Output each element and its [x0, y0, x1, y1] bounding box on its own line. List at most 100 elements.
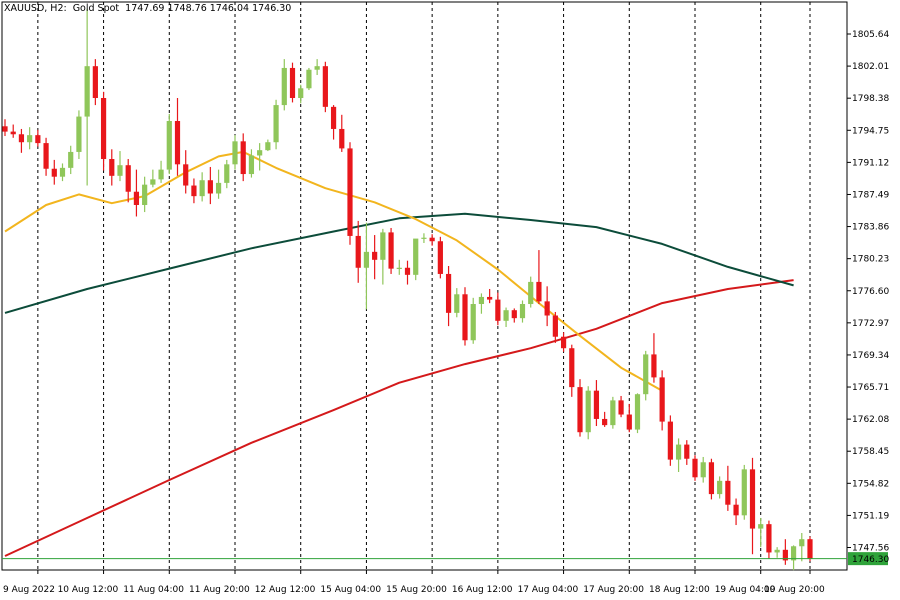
candle — [339, 114, 345, 152]
candle-body — [643, 354, 649, 395]
candle-body — [289, 67, 296, 99]
candle-body — [511, 310, 517, 319]
candle-body — [585, 390, 591, 433]
current-price-label: 1746.30 — [852, 555, 889, 565]
candle-body — [257, 150, 263, 156]
candle-body — [421, 237, 427, 239]
candle — [289, 62, 296, 103]
candle-body — [43, 143, 49, 169]
price-tick-label: 1787.49 — [852, 190, 889, 200]
candle — [602, 411, 608, 427]
candle-body — [528, 281, 534, 305]
candle — [684, 440, 690, 465]
candle-body — [240, 141, 246, 175]
candle-body — [503, 310, 509, 321]
candle-body — [347, 148, 353, 236]
candle — [207, 166, 213, 205]
candle-body — [560, 336, 567, 349]
candle — [240, 133, 246, 182]
candle-body — [150, 179, 156, 185]
candle-body — [700, 462, 706, 478]
candle-body — [68, 151, 74, 168]
candle — [265, 139, 271, 152]
candle — [43, 137, 49, 176]
candle-body — [339, 128, 345, 149]
candle-body — [404, 267, 411, 275]
candle-body — [158, 169, 164, 180]
candle — [749, 457, 756, 555]
candle-body — [478, 296, 485, 305]
candle-body — [125, 165, 131, 192]
candle-body — [183, 164, 189, 186]
ma-mid-line — [4, 212, 794, 314]
candle-body — [51, 168, 57, 177]
candle — [577, 379, 583, 437]
candle — [199, 172, 205, 202]
candle-body — [18, 134, 25, 143]
candle-body — [799, 539, 805, 547]
time-axis[interactable]: 9 Aug 2022 10 Aug 12:00 11 Aug 04:00 11 Aug… — [3, 570, 825, 595]
candle-body — [117, 165, 123, 176]
candle — [150, 169, 156, 188]
candle-body — [717, 480, 723, 495]
candle — [478, 293, 485, 314]
candle-body — [733, 504, 739, 516]
price-axis[interactable]: 1805.64 1802.01 1798.38 1794.75 1791.12 1787.… — [847, 30, 889, 554]
candle — [790, 545, 797, 571]
candle-body — [610, 400, 616, 426]
candle-body — [544, 301, 550, 316]
candle-body — [76, 116, 82, 152]
candle-body — [166, 120, 172, 170]
candle — [396, 259, 402, 275]
candle — [100, 91, 107, 171]
candle — [330, 105, 337, 140]
time-tick-label: 17 Aug 20:00 — [583, 585, 644, 595]
candle-body — [281, 67, 287, 106]
candle — [142, 176, 148, 213]
candle — [536, 250, 542, 305]
candle — [487, 288, 493, 304]
candle-body — [552, 315, 558, 337]
time-tick-label: 19 Aug 04:00 — [715, 585, 776, 595]
price-tick-label: 1798.38 — [852, 94, 889, 104]
candle — [413, 238, 419, 281]
candle — [667, 415, 673, 466]
candle — [232, 135, 238, 170]
ohlc-values: 1747.69 1748.76 1746.04 1746.30 — [125, 3, 292, 14]
candle — [248, 149, 255, 178]
candle — [585, 386, 591, 440]
candle-body — [273, 105, 279, 143]
candle — [59, 163, 66, 182]
price-tick-label: 1780.23 — [852, 255, 889, 265]
candle — [741, 464, 747, 520]
candle-body — [109, 159, 115, 176]
chart-header: XAUUSD, H2: Gold Spot 1747.69 1748.76 17… — [4, 3, 291, 14]
candle — [224, 159, 230, 189]
candle — [18, 128, 25, 153]
candle-body — [59, 167, 66, 177]
candle-body — [84, 66, 90, 117]
candle — [445, 265, 452, 327]
candle — [675, 438, 682, 472]
candle — [725, 465, 731, 511]
candle-body — [675, 444, 682, 460]
candle-body — [396, 267, 402, 269]
candle — [692, 455, 698, 481]
time-tick-label: 19 Aug 20:00 — [764, 585, 825, 595]
candle-body — [634, 394, 641, 430]
candle — [651, 333, 657, 383]
candle-body — [174, 120, 181, 165]
candle — [372, 235, 378, 280]
time-tick-label: 12 Aug 12:00 — [255, 585, 316, 595]
candle-body — [142, 184, 148, 205]
candle — [766, 520, 772, 559]
candle-body — [618, 400, 624, 415]
candle — [552, 311, 558, 343]
candle-body — [215, 182, 222, 194]
candle — [454, 288, 460, 318]
candle — [560, 332, 567, 352]
candle-body — [708, 462, 715, 495]
candle-body — [27, 135, 33, 143]
